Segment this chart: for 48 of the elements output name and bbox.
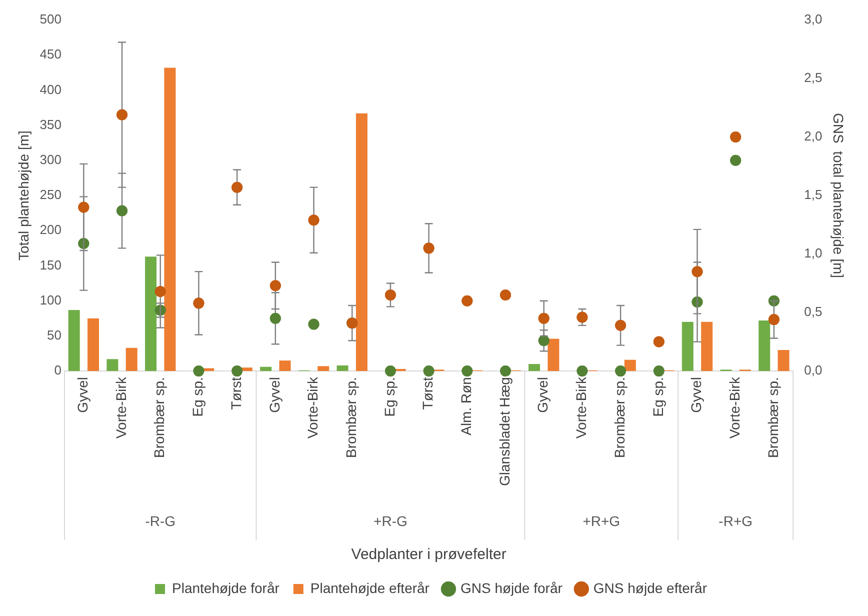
x-tick-label: Brombær sp. (611, 377, 628, 458)
y-tick-label: 150 (40, 257, 62, 272)
x-tick-label: Gyvel (266, 377, 282, 413)
text: -R-G (145, 512, 176, 529)
x-tick-label: Brombær sp. (342, 377, 359, 458)
text: +R+G (582, 512, 620, 529)
legend-label: GNS højde forår (460, 580, 563, 596)
x-tick-label: Gyvel (74, 377, 91, 413)
y2-tick-label: 1,5 (804, 187, 822, 202)
y-axis-title: Total plantehøjde [m] (15, 130, 32, 261)
legend-label: Plantehøjde efterår (310, 580, 430, 596)
x-tick-label: Tørst (228, 376, 244, 410)
x-tick-label: Brombær sp. (151, 377, 168, 458)
y-tick-label: 200 (40, 222, 62, 238)
y-tick-label: 400 (40, 82, 62, 97)
x-tick-label: Vorte-Birk (112, 376, 129, 439)
y-tick-label: 0 (54, 362, 62, 378)
x-tick-label: Gyvel (688, 377, 704, 413)
legend-label: Plantehøjde forår (172, 580, 280, 596)
legend-label: GNS højde efterår (593, 580, 708, 596)
y-tick-label: 250 (40, 187, 62, 202)
x-tick-label: Eg sp. (190, 377, 206, 417)
y2-tick-label: 2,5 (804, 70, 822, 86)
x-tick-label: Glansbladet Hæg (496, 377, 512, 486)
y-tick-label: 350 (40, 116, 62, 132)
y-tick-label: 450 (40, 46, 62, 62)
x-tick-label: Vorte-Birk (726, 376, 742, 439)
x-axis-title: Vedplanter i prøvefelter (351, 546, 506, 564)
y2-tick-label: 0,0 (804, 362, 822, 378)
y2-tick-label: 2,0 (804, 128, 822, 144)
x-tick-label: Eg sp. (381, 377, 398, 417)
x-tick-label: Eg sp. (650, 377, 666, 417)
y2-axis-title: GNS total plantehøjde [m] (830, 113, 847, 278)
x-tick-label: Vorte-Birk (573, 376, 590, 439)
y2-tick-label: 0,5 (804, 304, 822, 320)
x-tick-label: Brombær sp. (764, 377, 781, 458)
x-tick-label: Gyvel (534, 377, 551, 413)
y2-tick-label: 1,0 (804, 246, 822, 261)
y-tick-label: 100 (40, 292, 62, 308)
y2-tick-label: 3,0 (804, 12, 822, 27)
x-tick-label: Alm. Røn (458, 377, 474, 436)
text: +R-G (374, 512, 408, 529)
x-tick-label: Vorte-Birk (304, 376, 321, 439)
x-tick-label: Tørst (420, 376, 436, 410)
text: -R+G (718, 512, 753, 529)
y-tick-label: 50 (47, 328, 62, 343)
y-tick-label: 300 (40, 152, 62, 167)
y-tick-label: 500 (40, 12, 62, 27)
